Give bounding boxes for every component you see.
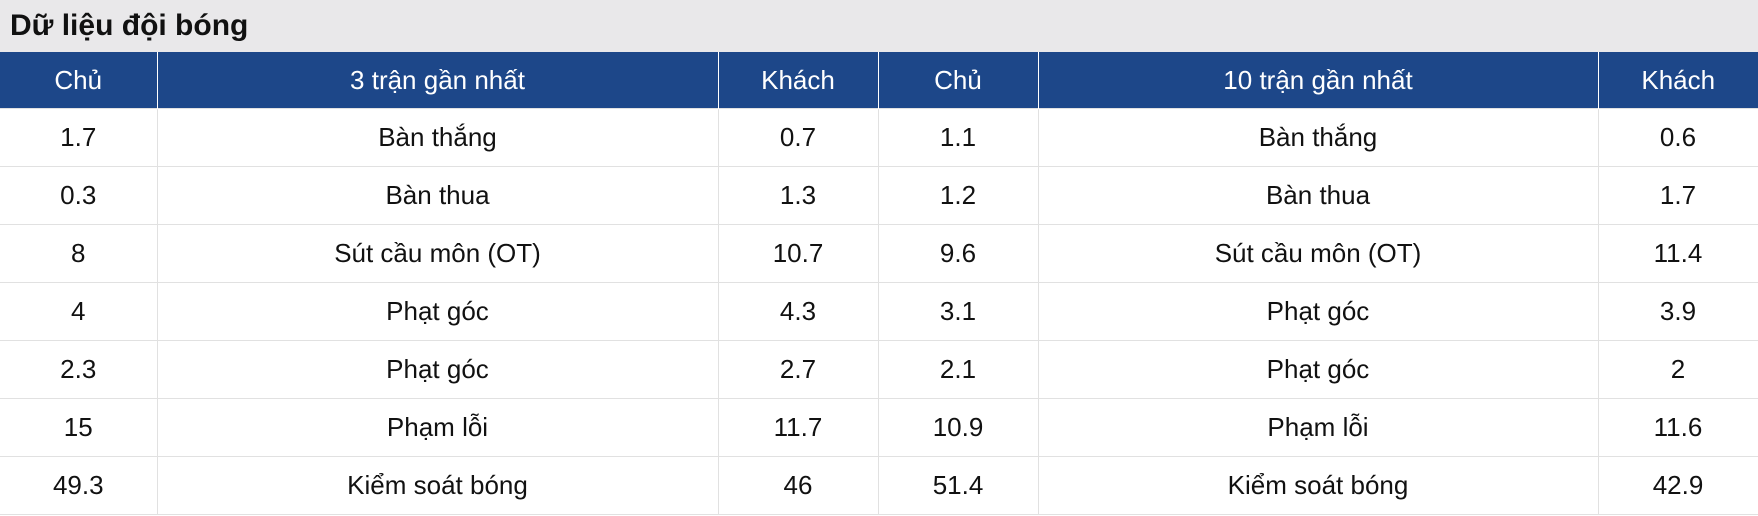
cell: 3.1: [877, 282, 1039, 341]
cell: Sút cầu môn (OT): [1037, 224, 1599, 283]
cell: 46: [717, 456, 879, 515]
cell: 15: [0, 398, 158, 457]
cell: Phạm lỗi: [1037, 398, 1599, 457]
row: 0.3 Bàn thua 1.3 1.2 Bàn thua 1.7: [0, 166, 1758, 225]
cell: 0.3: [0, 166, 158, 225]
cell: Bàn thua: [156, 166, 719, 225]
cell: Kiểm soát bóng: [156, 456, 719, 515]
row: 8 Sút cầu môn (OT) 10.7 9.6 Sút cầu môn (OT)…: [0, 224, 1758, 283]
column-header: Chủ: [877, 52, 1038, 109]
cell: 1.1: [877, 108, 1039, 167]
cell: 51.4: [877, 456, 1039, 515]
cell: Kiểm soát bóng: [1037, 456, 1599, 515]
row: 49.3 Kiểm soát bóng 46 51.4 Kiểm soát bóng 42…: [0, 456, 1758, 515]
stats-table: Chủ 3 trận gần nhất Khách Chủ 10 trận gần nh…: [0, 52, 1758, 515]
cell: Sút cầu môn (OT): [156, 224, 719, 283]
cell: 2.1: [877, 340, 1039, 399]
cell: 1.7: [1597, 166, 1758, 225]
cell: 0.7: [717, 108, 879, 167]
cell: 1.2: [877, 166, 1039, 225]
cell: 0.6: [1597, 108, 1758, 167]
title: Dữ liệu đội bóng: [0, 0, 1758, 52]
cell: 11.6: [1597, 398, 1758, 457]
cell: 10.9: [877, 398, 1039, 457]
cell: Phạt góc: [156, 340, 719, 399]
row: 1.7 Bàn thắng 0.7 1.1 Bàn thắng 0.6: [0, 108, 1758, 167]
row: 2.3 Phạt góc 2.7 2.1 Phạt góc 2: [0, 340, 1758, 399]
cell: 3.9: [1597, 282, 1758, 341]
cell: Phạt góc: [1037, 282, 1599, 341]
column-header: Khách: [717, 52, 878, 109]
cell: 2: [1597, 340, 1758, 399]
cell: 2.3: [0, 340, 158, 399]
column-header: 10 trận gần nhất: [1037, 52, 1598, 109]
cell: 10.7: [717, 224, 879, 283]
header-row: Chủ 3 trận gần nhất Khách Chủ 10 trận gần nh…: [0, 52, 1758, 109]
cell: Phạt góc: [1037, 340, 1599, 399]
cell: 8: [0, 224, 158, 283]
row: 15 Phạm lỗi 11.7 10.9 Phạm lỗi 11.6: [0, 398, 1758, 457]
cell: 1.7: [0, 108, 158, 167]
column-header: Chủ: [0, 52, 157, 109]
cell: Phạm lỗi: [156, 398, 719, 457]
cell: 49.3: [0, 456, 158, 515]
cell: 42.9: [1597, 456, 1758, 515]
cell: Bàn thua: [1037, 166, 1599, 225]
cell: Bàn thắng: [156, 108, 719, 167]
cell: 1.3: [717, 166, 879, 225]
cell: 11.4: [1597, 224, 1758, 283]
row: 4 Phạt góc 4.3 3.1 Phạt góc 3.9: [0, 282, 1758, 341]
cell: 11.7: [717, 398, 879, 457]
cell: 4: [0, 282, 158, 341]
column-header: 3 trận gần nhất: [156, 52, 718, 109]
cell: Phạt góc: [156, 282, 719, 341]
cell: Bàn thắng: [1037, 108, 1599, 167]
cell: 4.3: [717, 282, 879, 341]
cell: 9.6: [877, 224, 1039, 283]
column-header: Khách: [1597, 52, 1758, 109]
cell: 2.7: [717, 340, 879, 399]
